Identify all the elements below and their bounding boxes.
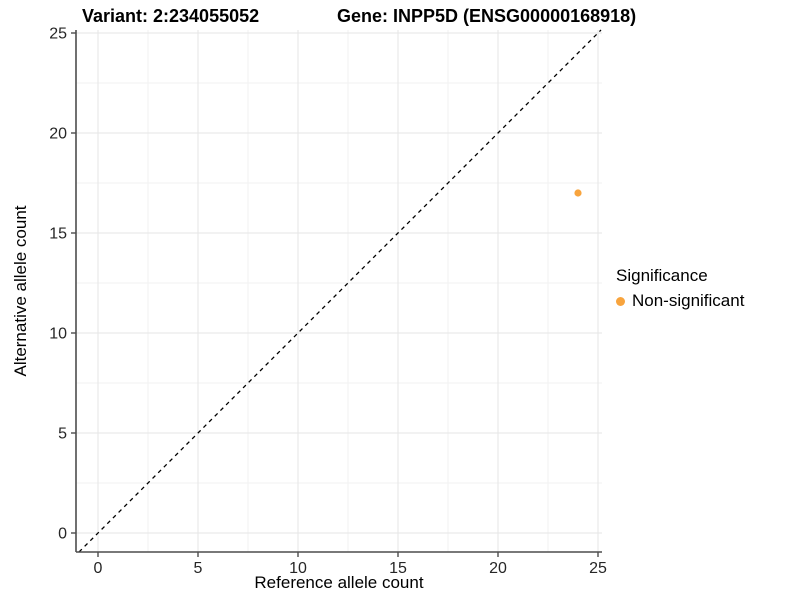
y-tick-label: 0	[58, 526, 67, 543]
x-tick-label: 20	[489, 560, 507, 577]
y-tick-label: 15	[49, 226, 67, 243]
legend-item: Non-significant	[616, 291, 744, 311]
y-tick-label: 5	[58, 426, 67, 443]
legend-title: Significance	[616, 266, 708, 285]
y-tick-label: 10	[49, 326, 67, 343]
y-axis-title: Alternative allele count	[11, 205, 30, 377]
variant-title: Variant: 2:234055052	[82, 6, 260, 26]
x-tick-label: 0	[94, 560, 103, 577]
legend-point-icon	[616, 296, 625, 306]
identity-line	[78, 29, 602, 553]
y-tick-label: 20	[49, 126, 67, 143]
y-tick-label: 25	[49, 26, 67, 43]
x-tick-label: 15	[389, 560, 407, 577]
legend-item-label: Non-significant	[632, 291, 745, 310]
legend: Significance Non-significant	[616, 266, 744, 311]
x-axis-title: Reference allele count	[254, 573, 424, 592]
data-point	[574, 189, 582, 197]
x-tick-label: 25	[589, 560, 607, 577]
gene-title: Gene: INPP5D (ENSG00000168918)	[337, 6, 637, 26]
x-tick-label: 5	[194, 560, 203, 577]
x-tick-label: 10	[289, 560, 307, 577]
